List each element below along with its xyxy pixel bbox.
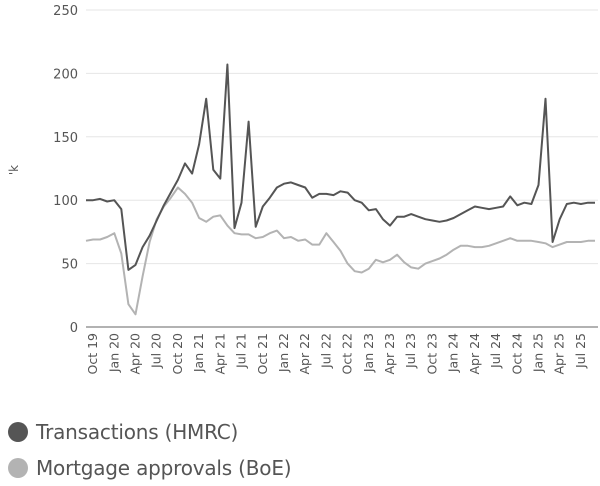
x-tick-label: Jan 24: [446, 333, 461, 373]
x-tick-label: Jan 23: [361, 333, 376, 373]
y-axis-ticks: 0 50 100 150 200 250: [53, 4, 78, 336]
x-tick-label: Apr 22: [297, 333, 312, 375]
legend-dot-transactions-icon: [8, 422, 28, 442]
x-tick-label: Apr 20: [127, 333, 142, 375]
x-tick-label: Oct 22: [340, 333, 355, 375]
x-tick-label: Oct 21: [255, 333, 270, 375]
series-line-transactions-hmrc: [86, 63, 595, 271]
x-tick-label: Jul 25: [573, 333, 588, 369]
x-tick-label: Apr 23: [382, 333, 397, 375]
x-tick-label: Jul 22: [318, 333, 333, 369]
y-tick-label: 100: [53, 194, 78, 209]
legend: Transactions (HMRC) Mortgage approvals (…: [8, 414, 292, 486]
x-axis-ticks: Oct 19 Jan 20 Apr 20 Jul 20 Oct 20 Jan 21 Apr …: [85, 333, 588, 375]
x-tick-label: Jan 20: [106, 333, 121, 373]
y-tick-label: 250: [53, 4, 78, 19]
x-tick-label: Jul 24: [488, 333, 503, 369]
x-tick-label: Apr 21: [212, 333, 227, 375]
x-tick-label: Oct 19: [85, 333, 100, 375]
x-tick-label: Apr 25: [552, 333, 567, 375]
legend-label-mortgage-approvals: Mortgage approvals (BoE): [36, 456, 292, 480]
legend-item-transactions: Transactions (HMRC): [8, 414, 291, 450]
y-axis-label: 'k: [7, 165, 21, 175]
x-tick-label: Jul 21: [234, 333, 249, 369]
legend-dot-mortgage-approvals-icon: [8, 458, 28, 478]
x-tick-label: Oct 23: [424, 333, 439, 375]
series-lines: [85, 63, 595, 316]
x-tick-label: Jul 23: [403, 333, 418, 369]
y-tick-label: 200: [53, 67, 78, 82]
legend-label-transactions: Transactions (HMRC): [36, 420, 239, 444]
x-tick-label: Apr 24: [467, 333, 482, 375]
legend-item-mortgage-approvals: Mortgage approvals (BoE): [8, 450, 292, 486]
y-tick-label: 0: [70, 321, 78, 336]
gridlines: [86, 9, 598, 265]
y-tick-label: 150: [53, 131, 78, 146]
x-tick-label: Jan 25: [530, 333, 545, 373]
series-line-mortgage-approvals-boe: [85, 186, 595, 316]
x-tick-label: Oct 20: [170, 333, 185, 375]
x-tick-label: Jan 21: [191, 333, 206, 373]
line-chart: 0 50 100 150 200 250 'k Oct 19 Jan 20 Apr 20 Jul…: [7, 4, 598, 375]
x-tick-label: Jul 20: [149, 333, 164, 369]
y-tick-label: 50: [61, 258, 78, 273]
x-tick-label: Jan 22: [276, 333, 291, 373]
x-tick-label: Oct 24: [509, 333, 524, 375]
